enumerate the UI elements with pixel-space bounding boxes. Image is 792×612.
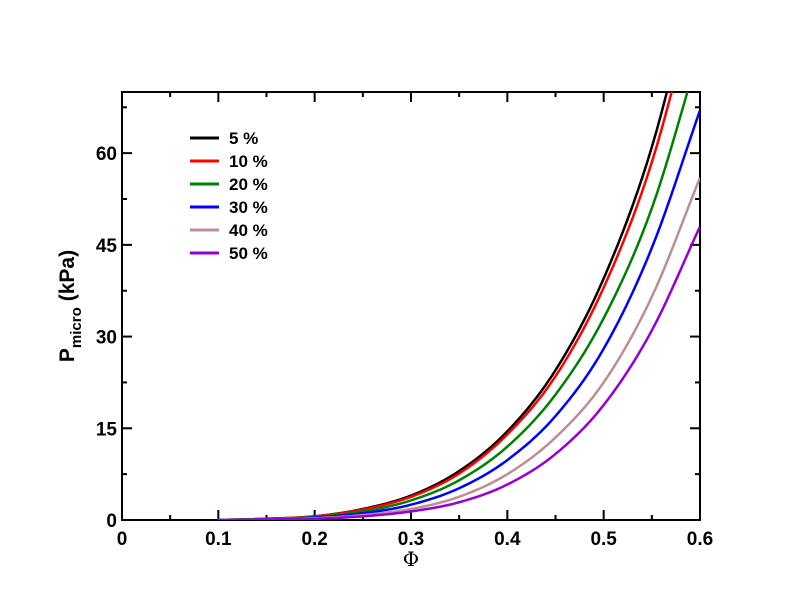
- y-tick-label: 15: [96, 419, 118, 440]
- x-tick-label: 0.2: [301, 529, 327, 550]
- y-tick-label: 45: [96, 236, 118, 257]
- y-tick-label: 0: [106, 511, 117, 532]
- legend-label: 10 %: [229, 152, 268, 171]
- ticks-layer: 0 0.1 0.2 0.3 0.4 0.5 0.6 0 15 30 45 60: [96, 92, 713, 550]
- legend-label: 30 %: [229, 198, 268, 217]
- series-line: [218, 225, 700, 520]
- plot-frame: [121, 91, 701, 521]
- x-axis-label: Φ: [403, 547, 419, 571]
- x-tick-label: 0.4: [494, 529, 521, 550]
- legend-label: 5 %: [229, 129, 258, 148]
- y-axis-label-suffix: (kPa): [56, 250, 79, 301]
- y-tick-label: 60: [96, 144, 117, 165]
- x-tick-label: 0.3: [398, 529, 424, 550]
- x-tick-label: 0.1: [205, 529, 232, 550]
- series-line: [218, 92, 673, 520]
- series-line: [218, 109, 700, 520]
- legend-label: 20 %: [229, 175, 268, 194]
- x-tick-label: 0.6: [687, 529, 713, 550]
- y-tick-label: 30: [96, 328, 117, 349]
- legend-label: 40 %: [229, 221, 268, 240]
- y-axis-label-main: P: [56, 348, 79, 362]
- x-tick-label: 0: [117, 529, 128, 550]
- series-line: [218, 92, 669, 520]
- series-layer: [218, 92, 700, 520]
- x-tick-label: 0.5: [590, 529, 617, 550]
- y-axis-label-subscript: micro: [68, 307, 85, 348]
- legend: 5 % 10 % 20 % 30 % 40 % 50 %: [190, 129, 268, 263]
- series-line: [218, 92, 689, 520]
- y-axis-label: Pmicro (kPa): [56, 250, 85, 362]
- legend-label: 50 %: [229, 244, 268, 263]
